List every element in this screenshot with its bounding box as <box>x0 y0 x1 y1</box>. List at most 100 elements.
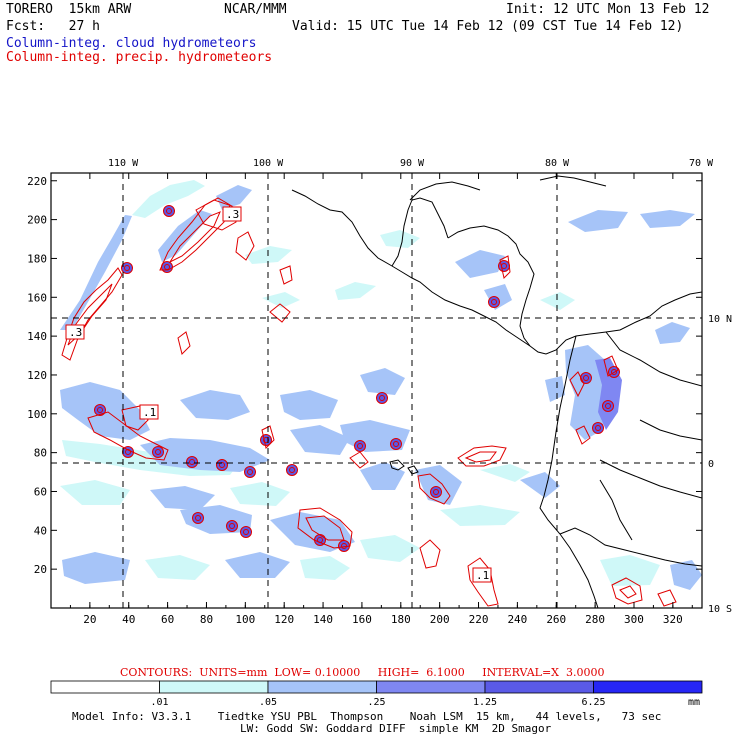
colorbar-swatch <box>159 680 269 694</box>
precip-core <box>94 404 106 416</box>
precip-core-ring <box>247 469 253 475</box>
x-tick-label: 200 <box>430 613 450 626</box>
x-tick-label: 240 <box>507 613 527 626</box>
precip-core-ring <box>393 441 399 447</box>
cloud-hydrometeor-shading <box>60 180 702 590</box>
lat-label: 0 <box>708 459 714 470</box>
precip-core <box>376 392 388 404</box>
y-tick-label: 200 <box>27 214 47 227</box>
lon-label: 70 W <box>689 158 714 169</box>
colorbar-label: .05 <box>259 697 277 708</box>
valid-time: Valid: 15 UTC Tue 14 Feb 12 (09 CST Tue … <box>292 19 684 34</box>
colorbar-swatch <box>484 680 594 694</box>
precip-core <box>354 440 366 452</box>
svg-text:.1: .1 <box>476 569 489 582</box>
latitude-labels: 10 N 0 10 S <box>708 314 732 615</box>
precip-core-ring <box>357 443 363 449</box>
x-tick-label: 100 <box>235 613 255 626</box>
contour-high: HIGH= 6.1000 <box>377 666 465 679</box>
colorbar-swatch <box>50 680 160 694</box>
precip-core-ring <box>433 489 439 495</box>
precip-core-ring <box>379 395 385 401</box>
precip-core <box>244 466 256 478</box>
precip-core <box>430 486 442 498</box>
colorbar: .01 .05 .25 1.25 6.25 mm <box>50 680 703 708</box>
precip-core-ring <box>491 299 497 305</box>
contour-label: .3 <box>65 324 85 340</box>
precip-core <box>121 262 133 274</box>
x-tick-label: 260 <box>546 613 566 626</box>
y-tick-label: 220 <box>27 175 47 188</box>
colorbar-label: 6.25 <box>581 697 605 708</box>
precip-core <box>240 526 252 538</box>
y-tick-label: 80 <box>34 447 47 460</box>
y-tick-label: 140 <box>27 330 47 343</box>
precip-core-ring <box>124 265 130 271</box>
org-label: NCAR/MMM <box>224 2 287 17</box>
svg-text:.3: .3 <box>226 208 239 221</box>
coastline <box>291 175 702 608</box>
precip-core-ring <box>583 375 589 381</box>
contour-label: .1 <box>472 567 492 583</box>
lon-label: 100 W <box>253 158 284 169</box>
precip-field-label: Column-integ. precip. hydrometeors <box>6 50 273 65</box>
contour-interval: INTERVAL=X 3.0000 <box>482 666 605 679</box>
model-title: TORERO 15km ARW <box>6 2 132 17</box>
precip-core <box>488 296 500 308</box>
contour-label-text: CONTOURS: <box>120 666 193 679</box>
colorbar-swatch <box>376 680 486 694</box>
precip-core-ring <box>243 529 249 535</box>
y-tick-label: 60 <box>34 485 47 498</box>
contour-info: CONTOURS: UNITS=mm LOW= 0.10000 HIGH= 6.… <box>120 667 604 679</box>
axis-ticks: 20 40 60 80 100 120 140 160 180 200 220 240 260 280 30… <box>27 173 702 626</box>
precip-core <box>592 422 604 434</box>
cloud-field-label: Column-integ. cloud hydrometeors <box>6 36 257 51</box>
precip-core-ring <box>611 369 617 375</box>
y-tick-label: 20 <box>34 563 47 576</box>
precip-core <box>163 205 175 217</box>
svg-text:.3: .3 <box>69 326 82 339</box>
precip-core <box>390 438 402 450</box>
y-tick-label: 180 <box>27 252 47 265</box>
x-tick-label: 300 <box>624 613 644 626</box>
x-tick-label: 220 <box>469 613 489 626</box>
precip-core-ring <box>195 515 201 521</box>
x-tick-label: 320 <box>663 613 683 626</box>
y-tick-label: 40 <box>34 524 47 537</box>
colorbar-swatch <box>593 680 703 694</box>
x-tick-label: 40 <box>122 613 135 626</box>
precip-core-ring <box>166 208 172 214</box>
init-time: Init: 12 UTC Mon 13 Feb 12 <box>506 2 710 17</box>
model-info-line1: Model Info: V3.3.1 Tiedtke YSU PBL Thomp… <box>72 710 662 723</box>
contour-low: LOW= 0.10000 <box>274 666 361 679</box>
lon-label: 110 W <box>108 158 139 169</box>
precip-core <box>152 446 164 458</box>
map-frame <box>50 172 703 609</box>
precip-core <box>216 459 228 471</box>
precip-core <box>286 464 298 476</box>
model-info-line2: LW: Godd SW: Goddard DIFF simple KM 2D S… <box>240 722 552 735</box>
precip-core <box>226 520 238 532</box>
x-tick-label: 140 <box>313 613 333 626</box>
colorbar-label: .25 <box>367 697 385 708</box>
y-tick-label: 160 <box>27 291 47 304</box>
precip-core <box>192 512 204 524</box>
precip-core-ring <box>189 459 195 465</box>
precip-core <box>602 400 614 412</box>
precip-core-ring <box>595 425 601 431</box>
precip-core-ring <box>605 403 611 409</box>
precip-core <box>186 456 198 468</box>
lon-label: 90 W <box>400 158 425 169</box>
x-tick-label: 120 <box>274 613 294 626</box>
precip-core-ring <box>229 523 235 529</box>
precip-cores <box>94 205 620 552</box>
colorbar-unit: mm <box>688 697 700 708</box>
lat-label: 10 N <box>708 314 732 325</box>
longitude-labels: 110 W 100 W 90 W 80 W 70 W <box>108 158 714 169</box>
contour-value-labels: .3 .3 .1 .1 <box>65 206 492 583</box>
x-tick-label: 80 <box>200 613 213 626</box>
precip-core-ring <box>97 407 103 413</box>
y-tick-label: 100 <box>27 408 47 421</box>
forecast-hour: Fcst: 27 h <box>6 19 100 34</box>
